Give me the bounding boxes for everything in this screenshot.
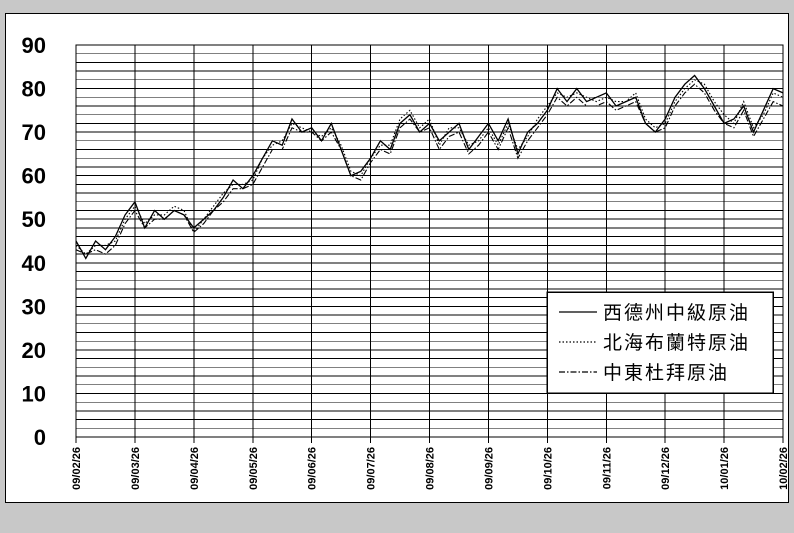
series-line [75, 74, 784, 260]
x-tick-label: 09/12/26 [660, 447, 672, 490]
y-tick-label: 20 [22, 338, 46, 363]
x-tick-label: 09/06/26 [307, 447, 319, 490]
x-tick-label: 09/09/26 [483, 447, 495, 490]
x-tick-label: 10/01/26 [719, 447, 731, 490]
x-tick-label: 09/07/26 [366, 447, 378, 490]
x-tick-label: 09/03/26 [130, 447, 142, 490]
x-tick-label: 09/11/26 [601, 447, 613, 489]
x-tick-label: 09/08/26 [425, 447, 437, 490]
x-tick-label: 09/04/26 [189, 447, 201, 490]
y-tick-label: 90 [22, 33, 46, 58]
x-axis-labels: 09/02/26 09/03/26 09/04/26 09/05/26 09/06/26… [71, 447, 790, 490]
x-tick-label: 09/02/26 [71, 447, 83, 490]
x-tick-label: 09/10/26 [542, 447, 554, 490]
series-line [75, 83, 784, 255]
y-tick-label: 40 [22, 251, 46, 276]
legend-label: 中東杜拜原油 [603, 362, 729, 384]
series-lines [75, 74, 784, 260]
y-tick-label: 70 [22, 120, 46, 145]
x-tick-label: 10/02/26 [778, 447, 788, 490]
legend-label: 北海布蘭特原油 [603, 332, 750, 354]
x-tick-label: 09/05/26 [248, 447, 260, 490]
legend-label: 西德州中級原油 [603, 302, 750, 324]
y-axis-labels: 0 10 20 30 40 50 60 70 80 90 [22, 33, 46, 450]
y-tick-label: 0 [34, 425, 46, 450]
y-tick-label: 50 [22, 207, 46, 232]
y-tick-label: 30 [22, 294, 46, 319]
chart-panel: 0 10 20 30 40 50 60 70 80 90 09/02/26 09/03/26 09/0… [5, 13, 790, 503]
y-tick-label: 80 [22, 77, 46, 102]
y-tick-label: 10 [22, 381, 46, 406]
y-tick-label: 60 [22, 164, 46, 189]
